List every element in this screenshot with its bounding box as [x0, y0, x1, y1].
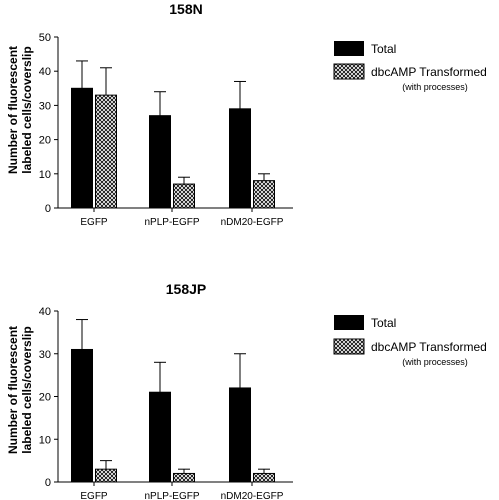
bar-total — [149, 115, 171, 209]
legend-swatch-total — [334, 315, 364, 330]
chart-title: 158JP — [166, 281, 206, 297]
y-axis-label-line2: labeled cells/coverslip — [20, 326, 34, 453]
y-tick-label: 30 — [39, 100, 51, 112]
y-tick-label: 0 — [45, 477, 51, 489]
chart-marks — [71, 319, 275, 483]
y-axis-label-line2: labeled cells/coverslip — [20, 46, 34, 173]
legend-label-total: Total — [371, 42, 396, 56]
bar-dbcamp-transformed — [253, 180, 275, 209]
x-tick-label: nDM20-EGFP — [221, 491, 284, 500]
bar-dbcamp-transformed — [95, 94, 117, 209]
y-tick-label: 0 — [45, 203, 51, 215]
legend: Total dbcAMP Transformed (with processes… — [333, 315, 487, 367]
legend-note: (with processes) — [402, 357, 468, 367]
y-axis-label-line1: Number of fluorescent — [6, 46, 20, 174]
y-tick-label: 20 — [39, 392, 51, 404]
chart-marks — [71, 60, 275, 209]
y-tick-label: 50 — [39, 32, 51, 44]
x-tick-label: EGFP — [80, 217, 108, 228]
bar-dbcamp-transformed — [173, 183, 195, 209]
legend-label-dbcamp: dbcAMP Transformed — [371, 65, 487, 79]
bar-total — [71, 87, 93, 209]
legend: Total dbcAMP Transformed (with processes… — [333, 41, 487, 92]
bar-dbcamp-transformed — [95, 468, 117, 483]
y-tick-label: 10 — [39, 434, 51, 446]
x-tick-label: nPLP-EGFP — [144, 217, 199, 228]
chart-title: 158N — [169, 1, 202, 17]
y-tick-label: 30 — [39, 349, 51, 361]
chart-158jp: 158JP Number of fluorescent labeled cell… — [6, 281, 487, 500]
x-tick-label: nDM20-EGFP — [221, 217, 284, 228]
legend-note: (with processes) — [402, 82, 468, 92]
bar-total — [229, 387, 251, 483]
legend-label-total: Total — [371, 316, 396, 330]
y-tick-label: 40 — [39, 306, 51, 318]
y-tick-label: 40 — [39, 66, 51, 78]
y-axis-label-line1: Number of fluorescent — [6, 326, 20, 454]
bar-total — [229, 108, 251, 209]
bar-total — [149, 391, 171, 483]
chart-axes: 0 10 20 30 40 EGFP nPLP-EGFP nDM20-EGFP — [39, 306, 293, 500]
bar-total — [71, 348, 93, 483]
y-tick-label: 20 — [39, 135, 51, 147]
x-tick-label: nPLP-EGFP — [144, 491, 199, 500]
bar-dbcamp-transformed — [253, 472, 275, 483]
legend-swatch-dbcamp — [333, 338, 365, 355]
legend-swatch-dbcamp — [333, 63, 365, 80]
bar-dbcamp-transformed — [173, 472, 195, 483]
legend-label-dbcamp: dbcAMP Transformed — [371, 340, 487, 354]
legend-swatch-total — [334, 41, 364, 56]
chart-158n: 158N Number of fluorescent labeled cells… — [6, 1, 487, 228]
x-tick-label: EGFP — [80, 491, 108, 500]
y-tick-label: 10 — [39, 169, 51, 181]
